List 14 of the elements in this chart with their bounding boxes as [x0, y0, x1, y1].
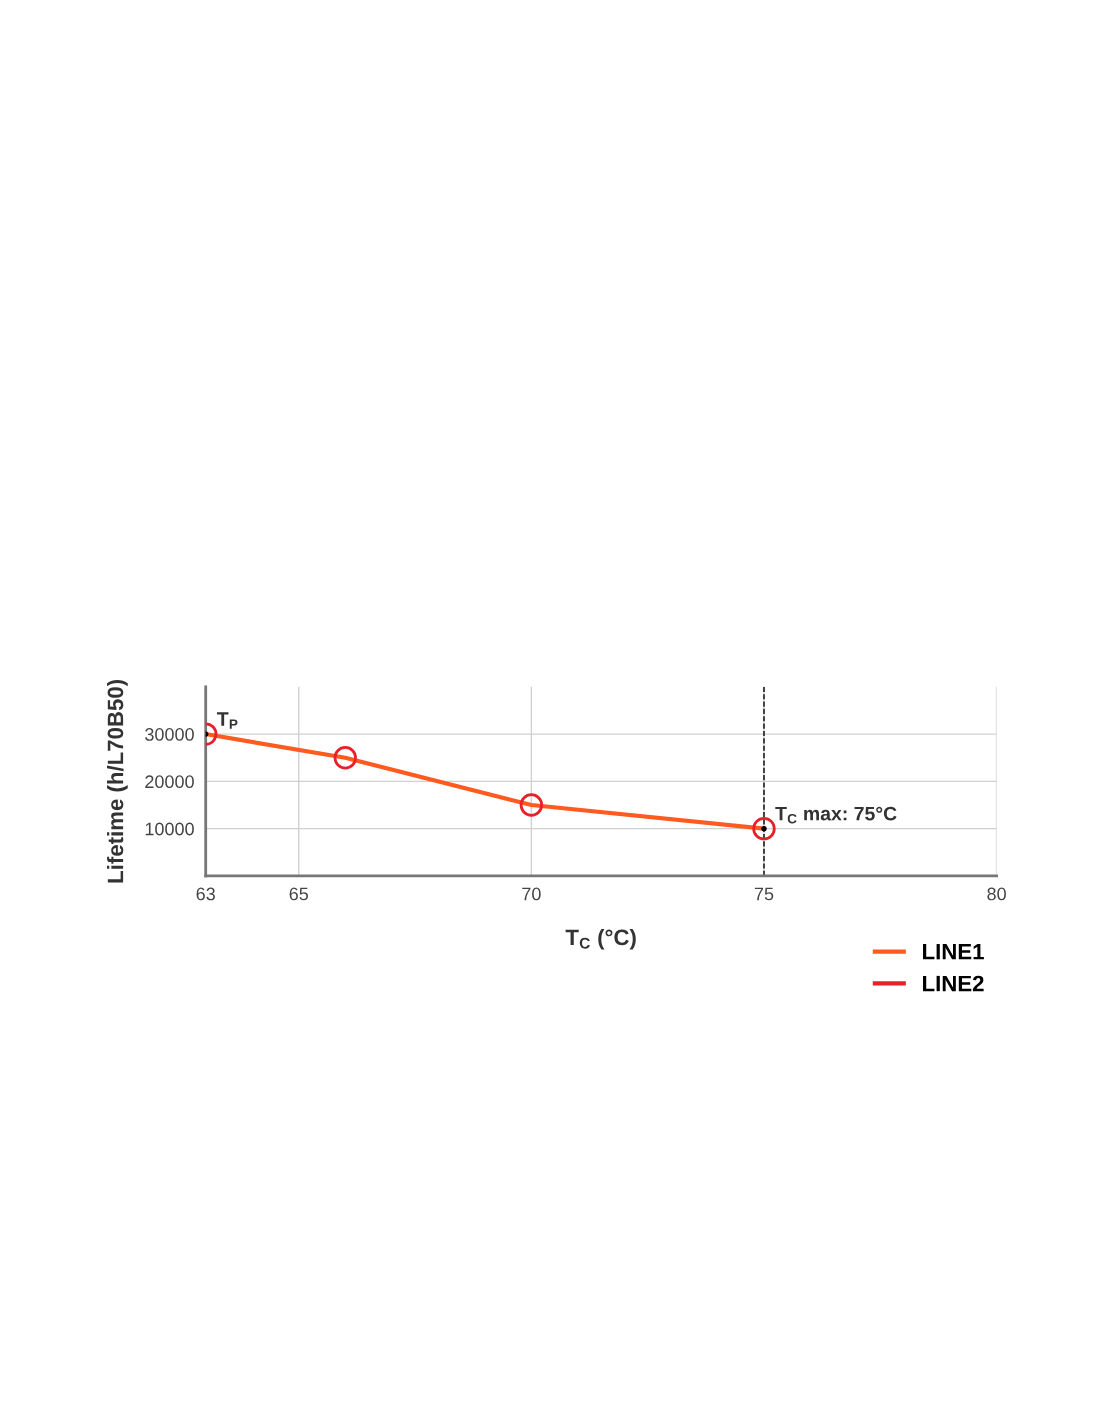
x-tick-label: 75 — [754, 887, 774, 901]
x-tick-label: 70 — [522, 887, 541, 901]
annotation: T$_{C}$ max: 75°C — [775, 806, 897, 824]
legend-label: LINE2 — [923, 975, 984, 992]
y-tick-label: 10000 — [145, 822, 194, 836]
x-tick-label: 65 — [289, 887, 309, 901]
y-axis-title: Lifetime (h/L70B50) — [107, 680, 128, 883]
x-tick-label: 63 — [196, 887, 215, 901]
y-tick-label: 30000 — [145, 728, 194, 741]
annotation: T$_{P}$ — [217, 712, 238, 729]
x-axis-title: T$_{C}$ (°C) — [565, 928, 636, 950]
legend-label: LINE1 — [923, 944, 984, 960]
y-tick-label: 20000 — [145, 775, 194, 789]
x-tick-label: 80 — [987, 887, 1006, 901]
